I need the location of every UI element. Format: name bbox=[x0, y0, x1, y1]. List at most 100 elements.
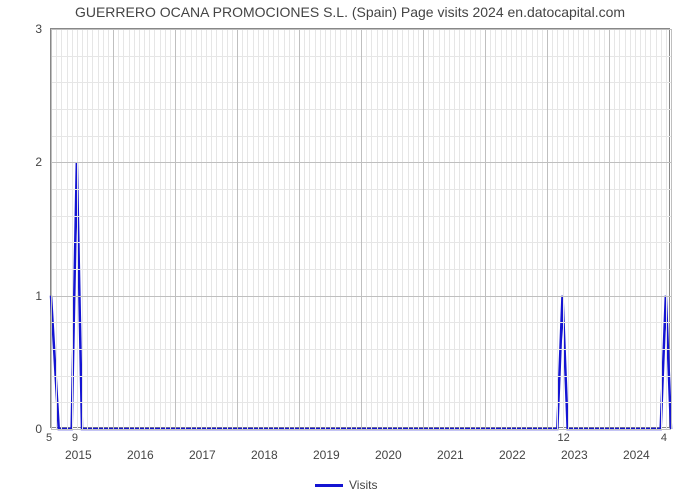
gridline-vertical bbox=[180, 29, 181, 429]
gridline-vertical bbox=[273, 29, 274, 429]
gridline-vertical bbox=[72, 29, 73, 429]
gridline-vertical bbox=[330, 29, 331, 429]
gridline-vertical bbox=[382, 29, 383, 429]
gridline-vertical bbox=[232, 29, 233, 429]
gridline-vertical bbox=[227, 29, 228, 429]
gridline-vertical bbox=[82, 29, 83, 429]
gridline-vertical bbox=[418, 29, 419, 429]
legend-swatch bbox=[315, 484, 343, 487]
gridline-vertical bbox=[578, 29, 579, 429]
x-tick-label: 2018 bbox=[251, 448, 278, 462]
gridline-vertical bbox=[495, 29, 496, 429]
gridline-vertical bbox=[123, 29, 124, 429]
x-tick-label: 2022 bbox=[499, 448, 526, 462]
gridline-vertical bbox=[346, 29, 347, 429]
gridline-vertical bbox=[423, 29, 424, 429]
chart-title: GUERRERO OCANA PROMOCIONES S.L. (Spain) … bbox=[0, 4, 700, 20]
gridline-vertical bbox=[185, 29, 186, 429]
gridline-vertical bbox=[449, 29, 450, 429]
gridline-vertical bbox=[568, 29, 569, 429]
gridline-vertical bbox=[506, 29, 507, 429]
gridline-vertical bbox=[108, 29, 109, 429]
gridline-vertical bbox=[614, 29, 615, 429]
gridline-vertical bbox=[366, 29, 367, 429]
gridline-vertical bbox=[170, 29, 171, 429]
gridline-vertical bbox=[320, 29, 321, 429]
gridline-vertical bbox=[335, 29, 336, 429]
gridline-vertical bbox=[284, 29, 285, 429]
gridline-vertical bbox=[304, 29, 305, 429]
y-tick-label: 3 bbox=[35, 22, 42, 36]
gridline-vertical bbox=[619, 29, 620, 429]
gridline-vertical bbox=[309, 29, 310, 429]
gridline-vertical bbox=[490, 29, 491, 429]
gridline-vertical bbox=[56, 29, 57, 429]
gridline-vertical bbox=[666, 29, 667, 429]
gridline-vertical bbox=[392, 29, 393, 429]
gridline-vertical bbox=[361, 29, 362, 429]
gridline-vertical bbox=[439, 29, 440, 429]
data-point-label: 9 bbox=[72, 432, 78, 444]
gridline-vertical bbox=[113, 29, 114, 429]
gridline-vertical bbox=[609, 29, 610, 429]
gridline-vertical bbox=[340, 29, 341, 429]
gridline-vertical bbox=[315, 29, 316, 429]
gridline-vertical bbox=[599, 29, 600, 429]
gridline-vertical bbox=[459, 29, 460, 429]
gridline-vertical bbox=[247, 29, 248, 429]
y-tick-label: 1 bbox=[35, 289, 42, 303]
data-point-label: 4 bbox=[661, 432, 667, 444]
gridline-vertical bbox=[604, 29, 605, 429]
gridline-vertical bbox=[129, 29, 130, 429]
gridline-vertical bbox=[475, 29, 476, 429]
gridline-vertical bbox=[263, 29, 264, 429]
gridline-vertical bbox=[594, 29, 595, 429]
gridline-vertical bbox=[103, 29, 104, 429]
y-tick-label: 2 bbox=[35, 155, 42, 169]
gridline-vertical bbox=[77, 29, 78, 429]
gridline-vertical bbox=[356, 29, 357, 429]
gridline-vertical bbox=[175, 29, 176, 429]
gridline-vertical bbox=[67, 29, 68, 429]
gridline-vertical bbox=[134, 29, 135, 429]
gridline-vertical bbox=[139, 29, 140, 429]
gridline-vertical bbox=[537, 29, 538, 429]
gridline-vertical bbox=[557, 29, 558, 429]
gridline-vertical bbox=[61, 29, 62, 429]
gridline-vertical bbox=[92, 29, 93, 429]
gridline-vertical bbox=[563, 29, 564, 429]
chart-legend: Visits bbox=[315, 478, 377, 492]
gridline-vertical bbox=[516, 29, 517, 429]
gridline-vertical bbox=[258, 29, 259, 429]
gridline-vertical bbox=[661, 29, 662, 429]
data-point-label: 5 bbox=[46, 432, 52, 444]
x-tick-label: 2016 bbox=[127, 448, 154, 462]
gridline-vertical bbox=[526, 29, 527, 429]
gridline-vertical bbox=[573, 29, 574, 429]
gridline-vertical bbox=[635, 29, 636, 429]
gridline-vertical bbox=[588, 29, 589, 429]
gridline-vertical bbox=[154, 29, 155, 429]
gridline-vertical bbox=[211, 29, 212, 429]
gridline-vertical bbox=[630, 29, 631, 429]
x-tick-label: 2023 bbox=[561, 448, 588, 462]
gridline-vertical bbox=[387, 29, 388, 429]
gridline-vertical bbox=[397, 29, 398, 429]
gridline-vertical bbox=[299, 29, 300, 429]
x-tick-label: 2017 bbox=[189, 448, 216, 462]
x-tick-label: 2021 bbox=[437, 448, 464, 462]
gridline-vertical bbox=[485, 29, 486, 429]
gridline-vertical bbox=[521, 29, 522, 429]
gridline-vertical bbox=[289, 29, 290, 429]
gridline-vertical bbox=[325, 29, 326, 429]
data-point-label: 12 bbox=[558, 432, 570, 444]
gridline-vertical bbox=[242, 29, 243, 429]
gridline-vertical bbox=[480, 29, 481, 429]
gridline-vertical bbox=[294, 29, 295, 429]
gridline-vertical bbox=[547, 29, 548, 429]
gridline-vertical bbox=[650, 29, 651, 429]
gridline-vertical bbox=[444, 29, 445, 429]
y-tick-label: 0 bbox=[35, 422, 42, 436]
gridline-vertical bbox=[511, 29, 512, 429]
gridline-vertical bbox=[118, 29, 119, 429]
